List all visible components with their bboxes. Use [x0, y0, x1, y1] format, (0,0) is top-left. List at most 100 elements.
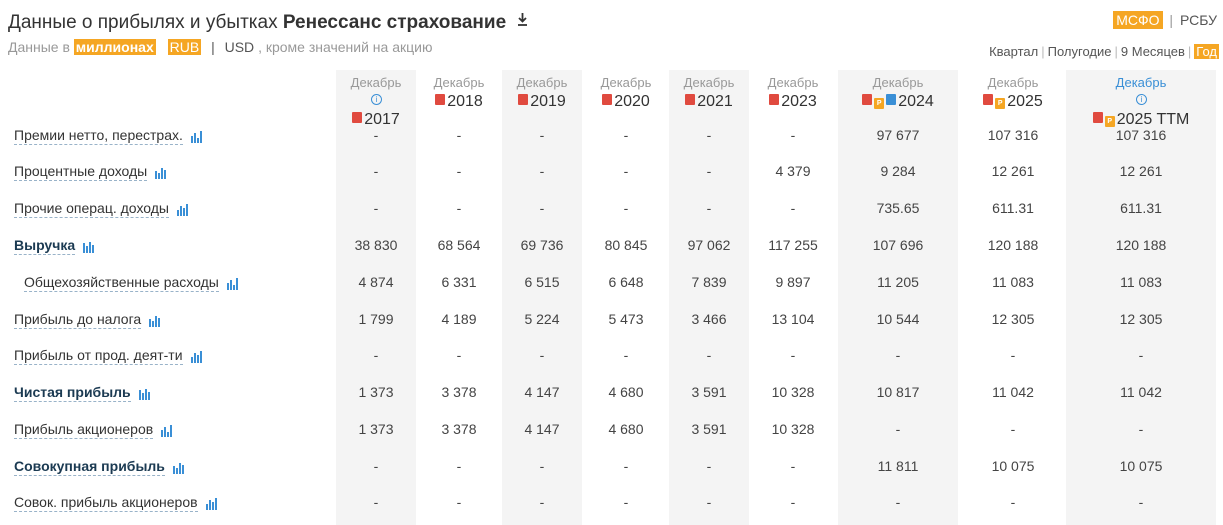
- period-9-months-button[interactable]: 9 Месяцев: [1120, 44, 1185, 59]
- presentation-icon[interactable]: [886, 94, 897, 105]
- row-label-text[interactable]: Выручка: [14, 237, 76, 255]
- standard-rsbu-button[interactable]: РСБУ: [1179, 12, 1217, 28]
- row-label-text[interactable]: Премии нетто, перестрах.: [14, 127, 183, 145]
- column-header: Декабрь 2019: [472, 76, 612, 111]
- bar-chart-icon[interactable]: [161, 421, 173, 437]
- bar-chart-icon[interactable]: [177, 200, 189, 216]
- table-cell: -: [623, 347, 629, 363]
- row-label[interactable]: Чистая прибыль: [14, 384, 151, 402]
- column-month: Декабрь: [350, 75, 402, 90]
- press-release-icon[interactable]: P: [1104, 116, 1115, 127]
- table-cell: -: [895, 494, 901, 510]
- pdf-report-icon[interactable]: [862, 94, 873, 105]
- row-label-text[interactable]: Процентные доходы: [14, 163, 148, 181]
- period-half-year-button[interactable]: Полугодие: [1047, 44, 1112, 59]
- pdf-report-icon[interactable]: [518, 94, 529, 105]
- table-cell: 107 316: [987, 127, 1039, 143]
- info-icon[interactable]: i: [1136, 94, 1147, 105]
- row-label[interactable]: Совокупная прибыль: [14, 458, 185, 476]
- currency-usd-button[interactable]: USD: [224, 39, 255, 55]
- row-label[interactable]: Выручка: [14, 237, 95, 255]
- table-cell: 735.65: [876, 200, 920, 216]
- row-label-text[interactable]: Прибыль от прод. деят-ти: [14, 347, 183, 365]
- table-cell: 5 473: [608, 311, 644, 327]
- table-cell: -: [790, 347, 796, 363]
- table-cell: -: [539, 347, 545, 363]
- column-year: 2017: [306, 111, 446, 129]
- row-label[interactable]: Прибыль акционеров: [14, 421, 173, 439]
- press-release-icon[interactable]: P: [995, 98, 1006, 109]
- row-label-text[interactable]: Совокупная прибыль: [14, 458, 165, 476]
- row-label-text[interactable]: Чистая прибыль: [14, 384, 131, 402]
- column-year: 2023: [723, 93, 863, 111]
- row-label-text[interactable]: Совок. прибыль акционеров: [14, 494, 198, 512]
- bar-chart-icon[interactable]: [190, 347, 203, 363]
- table-cell: 11 083: [1120, 274, 1162, 290]
- period-year-button[interactable]: Год: [1194, 44, 1219, 59]
- table-cell: 3 378: [441, 421, 477, 437]
- table-cell: -: [623, 163, 629, 179]
- column-year-text: 2020: [614, 93, 650, 110]
- column-month: Декабрь: [987, 75, 1039, 90]
- table-cell: 107 696: [872, 237, 924, 253]
- row-label-text[interactable]: Прибыль до налога: [14, 311, 142, 329]
- pdf-report-icon[interactable]: [769, 94, 780, 105]
- table-cell: -: [373, 163, 379, 179]
- bar-chart-icon[interactable]: [190, 127, 203, 143]
- bar-chart-icon[interactable]: [149, 311, 161, 327]
- row-label[interactable]: Прибыль до налога: [14, 311, 161, 329]
- table-cell: 12 305: [991, 311, 1035, 327]
- table-cell: 6 515: [524, 274, 560, 290]
- table-cell: 69 736: [520, 237, 564, 253]
- table-cell: 9 284: [880, 163, 916, 179]
- row-label[interactable]: Прочие операц. доходы: [14, 200, 189, 218]
- press-release-icon[interactable]: P: [874, 98, 885, 109]
- column-header: Декабрь P 2025: [943, 76, 1083, 111]
- standard-ifrs-button[interactable]: МСФО: [1113, 11, 1163, 29]
- column-year: 2019: [472, 93, 612, 111]
- bar-chart-icon[interactable]: [83, 237, 95, 253]
- table-cell: -: [1138, 347, 1144, 363]
- bar-chart-icon[interactable]: [138, 384, 151, 400]
- table-cell: 10 328: [771, 384, 815, 400]
- row-label[interactable]: Премии нетто, перестрах.: [14, 127, 203, 145]
- bar-chart-icon[interactable]: [155, 163, 167, 179]
- table-cell: 11 042: [1120, 384, 1162, 400]
- table-cell: -: [790, 127, 796, 143]
- table-cell: 611.31: [1120, 200, 1162, 216]
- table-cell: -: [623, 127, 629, 143]
- pdf-report-icon[interactable]: [435, 94, 446, 105]
- download-icon[interactable]: [517, 13, 528, 29]
- column-year-text: 2023: [781, 93, 817, 110]
- company-name[interactable]: Ренессанс страхование: [282, 12, 507, 33]
- row-label-text[interactable]: Общехозяйственные расходы: [24, 274, 219, 292]
- row-label[interactable]: Совок. прибыль акционеров: [14, 494, 218, 512]
- units-badge: миллионах: [73, 39, 156, 55]
- table-cell: 611.31: [992, 200, 1034, 216]
- bar-chart-icon[interactable]: [205, 494, 218, 510]
- row-label-text[interactable]: Прочие операц. доходы: [14, 200, 169, 218]
- info-icon[interactable]: i: [371, 94, 382, 105]
- row-label[interactable]: Процентные доходы: [14, 163, 167, 181]
- row-label-text[interactable]: Прибыль акционеров: [14, 421, 154, 439]
- pdf-report-icon[interactable]: [352, 112, 363, 123]
- currency-rub-button[interactable]: RUB: [167, 39, 202, 55]
- table-cell: -: [1010, 421, 1016, 437]
- row-label[interactable]: Прибыль от прод. деят-ти: [14, 347, 203, 365]
- bar-chart-icon[interactable]: [226, 274, 239, 290]
- row-label[interactable]: Общехозяйственные расходы: [24, 274, 239, 292]
- pdf-report-icon[interactable]: [1092, 112, 1103, 123]
- column-header: Декабрь i P 2025 TTM: [1071, 76, 1211, 129]
- table-cell: 120 188: [1115, 237, 1167, 253]
- column-month: Декабрь: [683, 75, 735, 90]
- period-quarter-button[interactable]: Квартал: [989, 44, 1039, 59]
- pdf-report-icon[interactable]: [983, 94, 994, 105]
- table-cell: -: [539, 458, 545, 474]
- table-cell: 4 379: [775, 163, 811, 179]
- bar-chart-icon[interactable]: [172, 458, 185, 474]
- table-cell: -: [623, 458, 629, 474]
- page-title: Данные о прибылях и убытках Ренессанс ст…: [8, 12, 528, 34]
- pdf-report-icon[interactable]: [685, 94, 696, 105]
- column-year-text: 2024: [898, 93, 934, 110]
- pdf-report-icon[interactable]: [602, 94, 613, 105]
